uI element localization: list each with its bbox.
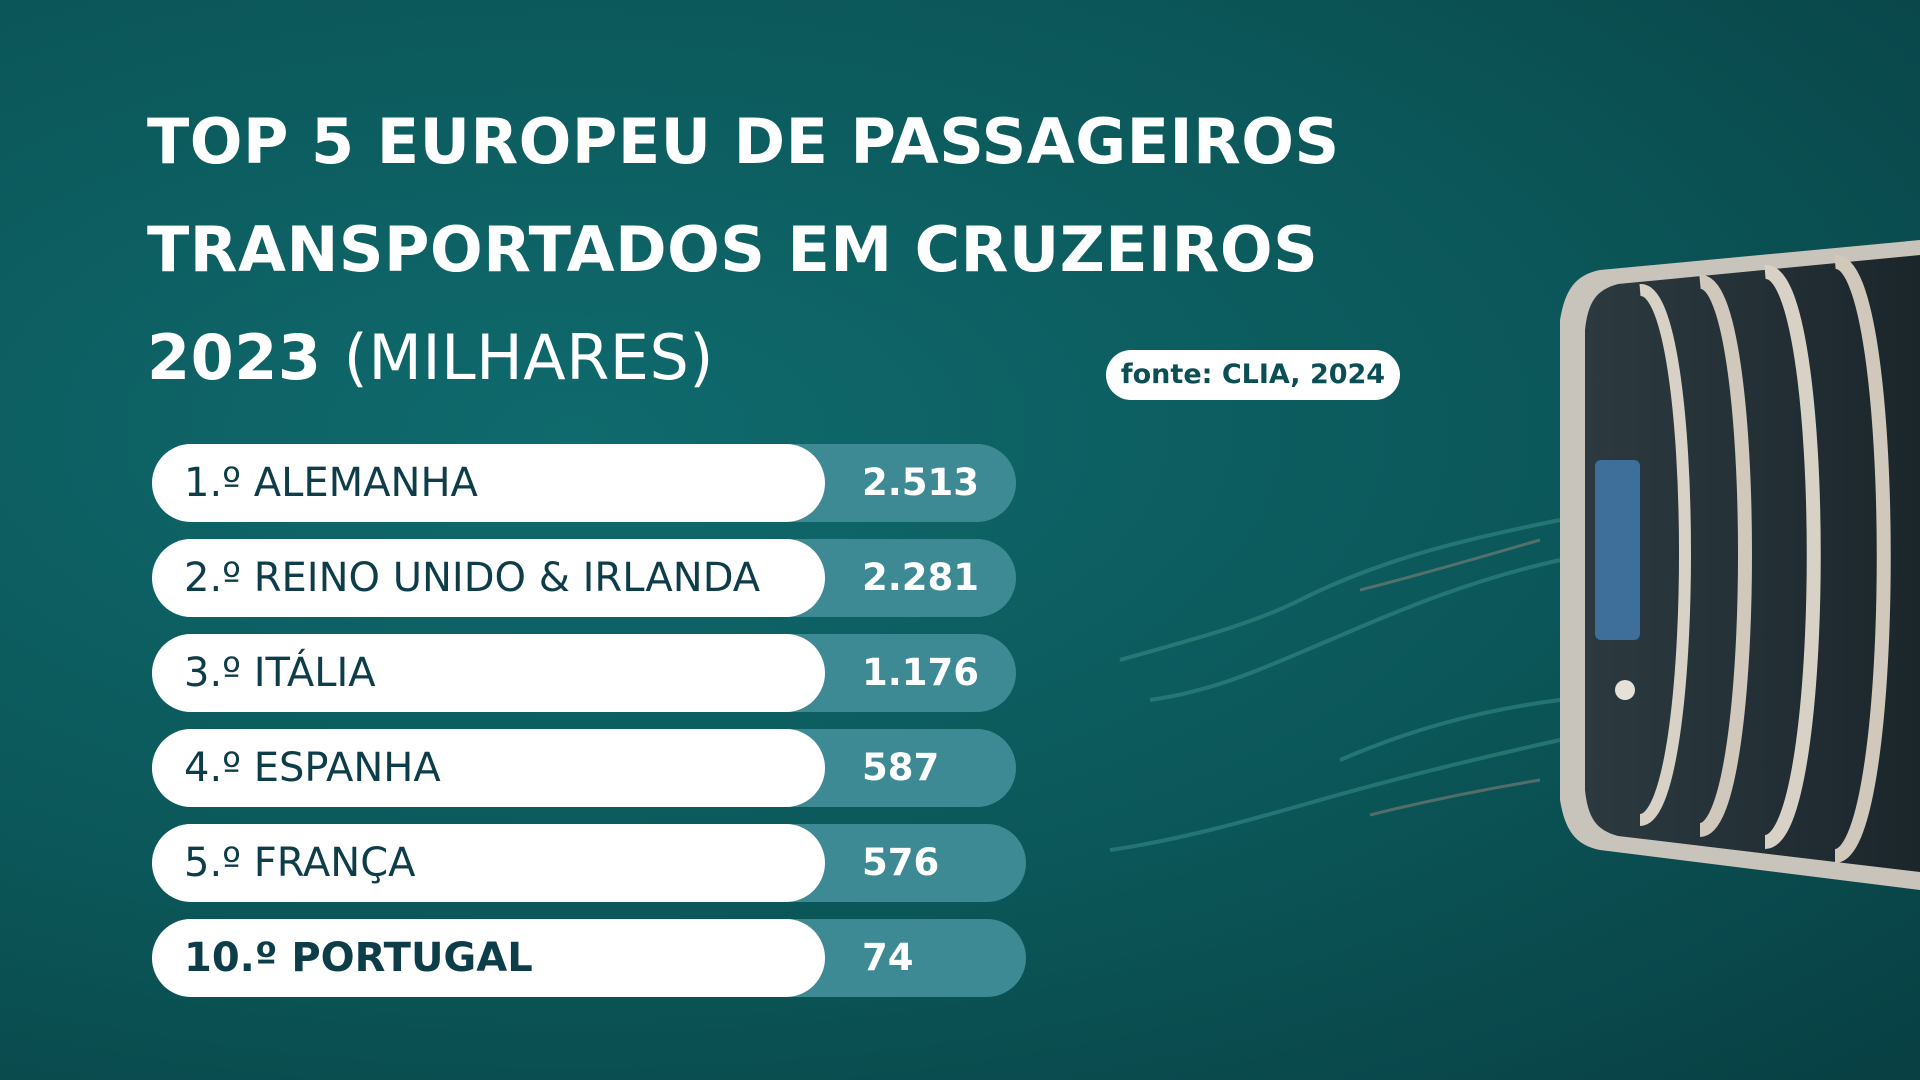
passenger-value: 2.513: [862, 461, 980, 504]
country-label: 2.º REINO UNIDO & IRLANDA: [184, 555, 761, 601]
country-label: 4.º ESPANHA: [184, 745, 441, 791]
chart-title-line-3: 2023 (MILHARES): [147, 304, 1427, 412]
title-unit: (MILHARES): [343, 321, 714, 394]
chart-title-line-2: TRANSPORTADOS EM CRUZEIROS: [147, 213, 1319, 286]
title-year: 2023: [147, 321, 322, 394]
passenger-value: 1.176: [862, 651, 980, 694]
source-badge: fonte: CLIA, 2024: [1106, 350, 1400, 400]
label-pill: [152, 824, 825, 902]
passenger-value: 576: [862, 841, 940, 884]
label-pill: [152, 729, 825, 807]
country-label: 5.º FRANÇA: [184, 840, 416, 886]
label-pill: [152, 919, 825, 997]
country-label: 10.º PORTUGAL: [184, 935, 533, 981]
country-label: 3.º ITÁLIA: [184, 650, 376, 696]
wake-foam: [1109, 518, 1561, 852]
passenger-value: 587: [862, 746, 940, 789]
wake-foam-warm: [1359, 538, 1541, 817]
country-label: 1.º ALEMANHA: [184, 460, 478, 506]
label-pill: [152, 634, 825, 712]
passenger-value: 74: [862, 936, 914, 979]
passenger-value: 2.281: [862, 556, 980, 599]
cruise-ship-icon: [1560, 240, 1920, 890]
chart-title-line-1: TOP 5 EUROPEU DE PASSAGEIROS: [147, 105, 1340, 178]
label-pill: [152, 539, 825, 617]
label-pill: [152, 444, 825, 522]
